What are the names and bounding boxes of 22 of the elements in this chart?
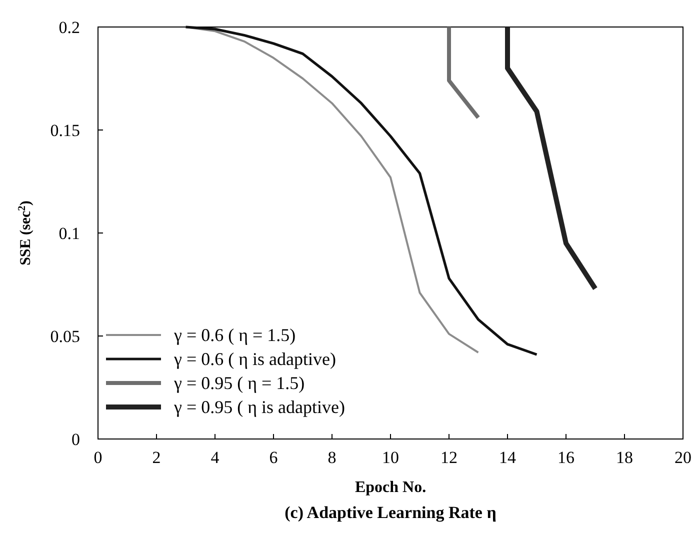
x-tick-label: 12 bbox=[440, 448, 458, 467]
x-tick-label: 18 bbox=[616, 448, 633, 467]
x-tick-label: 2 bbox=[152, 448, 161, 467]
y-tick-label: 0 bbox=[72, 430, 80, 449]
x-tick-label: 6 bbox=[269, 448, 278, 467]
x-tick-label: 10 bbox=[382, 448, 399, 467]
legend-label: γ = 0.95 ( η is adaptive) bbox=[173, 397, 345, 417]
x-tick-label: 8 bbox=[328, 448, 336, 467]
x-tick-label: 0 bbox=[94, 448, 102, 467]
x-tick-label: 14 bbox=[499, 448, 516, 467]
legend-label: γ = 0.6 ( η is adaptive) bbox=[173, 349, 336, 369]
x-tick-label: 20 bbox=[674, 448, 692, 467]
legend-label: γ = 0.6 ( η = 1.5) bbox=[173, 325, 296, 345]
x-tick-label: 4 bbox=[210, 448, 220, 467]
y-tick-label: 0.15 bbox=[50, 121, 80, 140]
legend-label: γ = 0.95 ( η = 1.5) bbox=[173, 373, 305, 393]
text: (c) Adaptive Learning Rate η bbox=[284, 503, 496, 522]
y-tick-label: 0.2 bbox=[58, 18, 80, 37]
x-tick-label: 16 bbox=[558, 448, 574, 467]
y-tick-label: 0.1 bbox=[58, 224, 80, 243]
y-tick-label: 0.05 bbox=[50, 327, 80, 346]
x-axis-title: Epoch No. bbox=[354, 479, 426, 496]
